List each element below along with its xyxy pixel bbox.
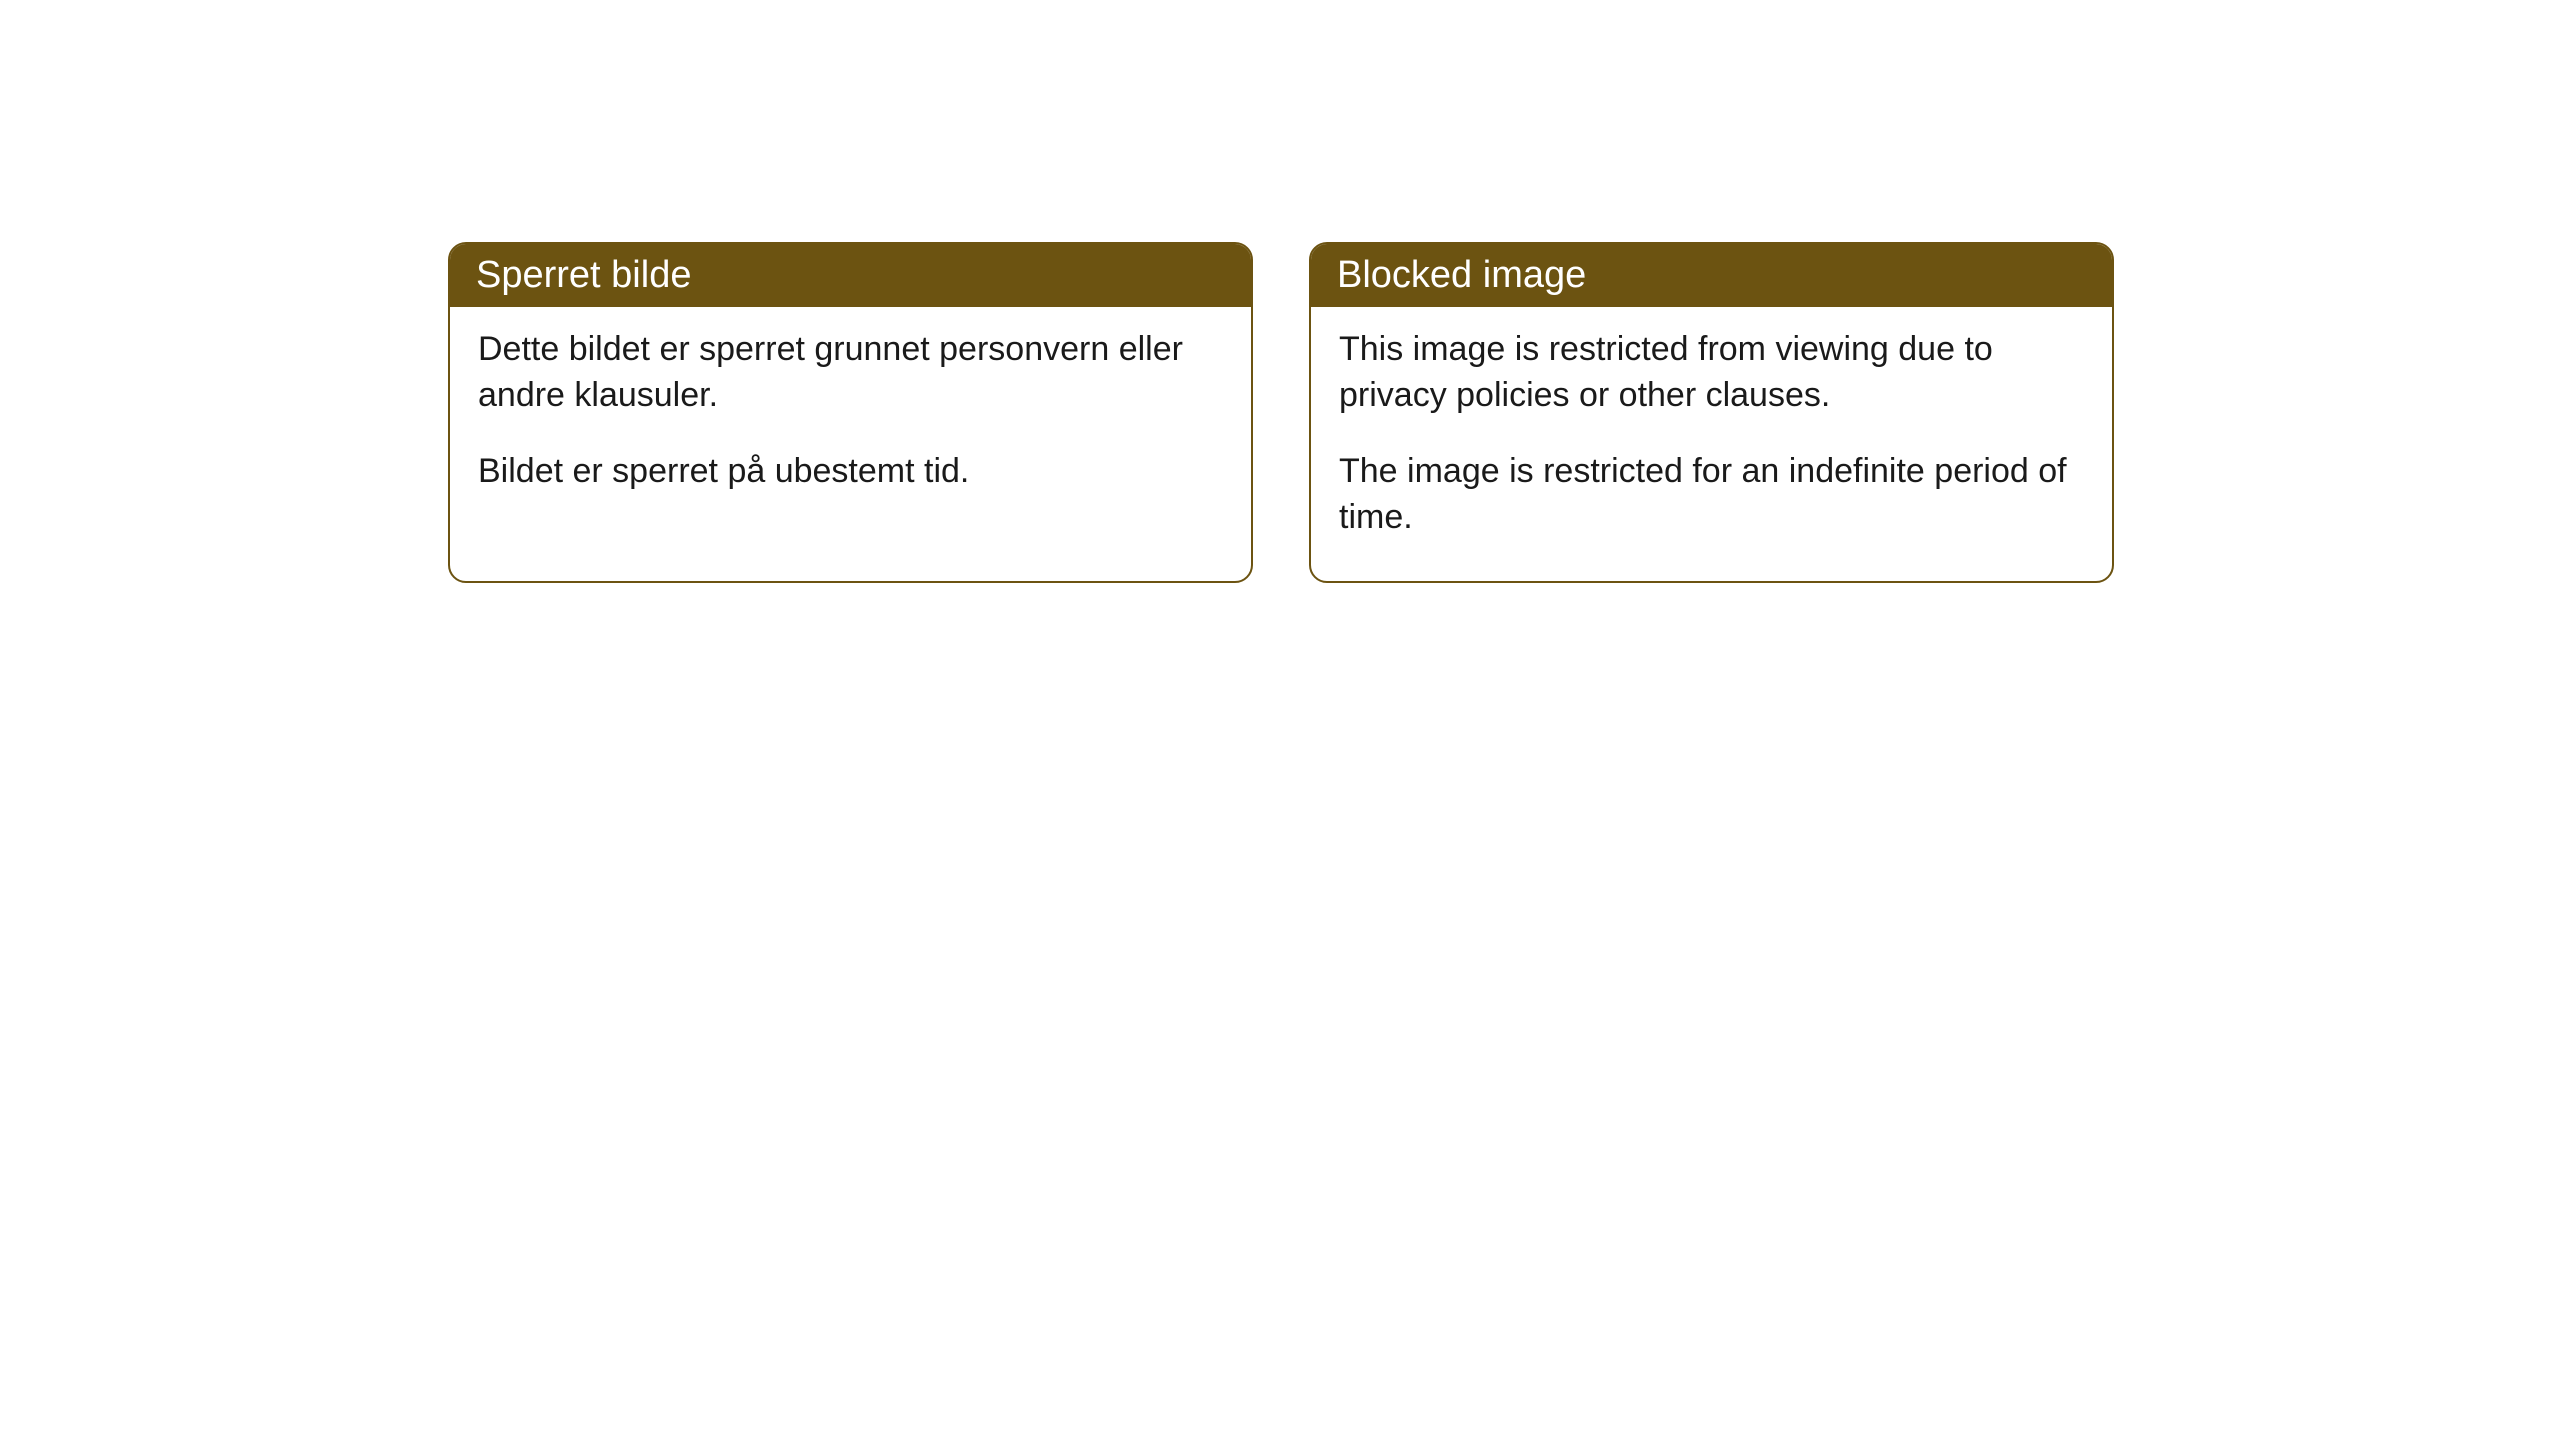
card-paragraph: Dette bildet er sperret grunnet personve… [478,327,1223,419]
card-header: Blocked image [1311,244,2112,307]
notice-card-norwegian: Sperret bilde Dette bildet er sperret gr… [448,242,1253,583]
card-body: This image is restricted from viewing du… [1311,307,2112,581]
card-body: Dette bildet er sperret grunnet personve… [450,307,1251,535]
card-paragraph: This image is restricted from viewing du… [1339,327,2084,419]
card-header: Sperret bilde [450,244,1251,307]
card-title: Blocked image [1337,254,1586,296]
card-paragraph: Bildet er sperret på ubestemt tid. [478,449,1223,495]
notice-card-english: Blocked image This image is restricted f… [1309,242,2114,583]
card-paragraph: The image is restricted for an indefinit… [1339,449,2084,541]
notice-container: Sperret bilde Dette bildet er sperret gr… [448,242,2114,583]
card-title: Sperret bilde [476,254,691,296]
